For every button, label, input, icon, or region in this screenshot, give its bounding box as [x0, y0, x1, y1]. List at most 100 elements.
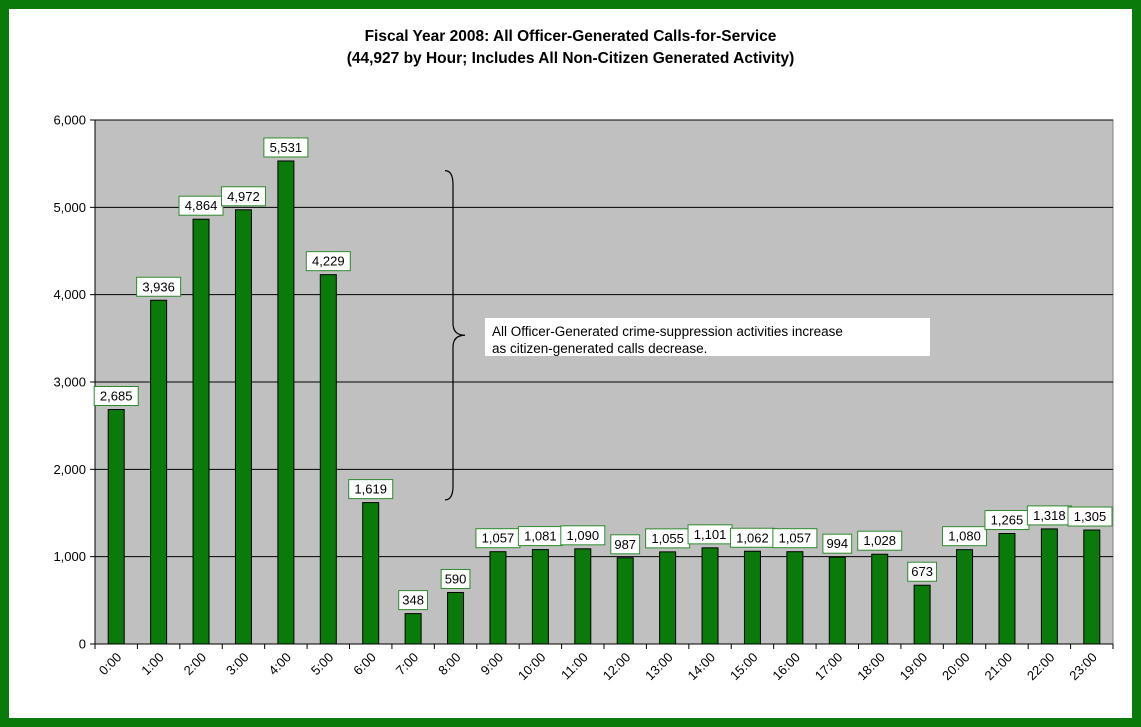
data-label-box — [942, 526, 988, 547]
bar — [743, 550, 761, 645]
bar — [998, 533, 1016, 645]
bar — [701, 547, 719, 645]
data-label: 1,055 — [651, 531, 684, 546]
data-label-box — [772, 528, 818, 549]
x-tick-label: 17:00 — [812, 650, 846, 684]
data-label-box — [440, 568, 471, 589]
x-tick-label: 0:00 — [96, 650, 125, 679]
chart-title-block: Fiscal Year 2008: All Officer-Generated … — [0, 26, 1141, 70]
x-tick-label: 9:00 — [478, 650, 507, 679]
x-tick-label: 2:00 — [181, 650, 210, 679]
x-tick-label: 20:00 — [939, 650, 973, 684]
data-label: 5,531 — [270, 140, 303, 155]
x-tick-label: 6:00 — [350, 650, 379, 679]
data-label: 4,229 — [312, 254, 345, 269]
data-label: 1,265 — [991, 513, 1024, 528]
data-label-box — [907, 561, 938, 582]
bar — [956, 549, 974, 645]
data-label-box — [398, 590, 429, 611]
bar — [447, 591, 465, 645]
x-tick-label: 1:00 — [138, 650, 167, 679]
y-tick-label: 3,000 — [53, 375, 86, 390]
data-label: 673 — [911, 564, 933, 579]
x-tick-label: 13:00 — [642, 650, 676, 684]
data-label: 994 — [826, 536, 848, 551]
bar — [1083, 529, 1101, 645]
x-tick-label: 12:00 — [600, 650, 634, 684]
bar — [362, 502, 380, 645]
data-label: 348 — [402, 593, 424, 608]
data-label-box — [136, 276, 182, 297]
x-tick-label: 18:00 — [854, 650, 888, 684]
bar — [150, 299, 168, 645]
x-tick-label: 23:00 — [1066, 650, 1100, 684]
data-label-box — [822, 533, 853, 554]
data-label: 4,972 — [227, 189, 260, 204]
bar — [277, 160, 295, 645]
annotation-text: as citizen-generated calls decrease. — [492, 341, 707, 356]
bar — [871, 553, 889, 645]
x-tick-label: 3:00 — [223, 650, 252, 679]
data-label: 1,057 — [482, 531, 515, 546]
bar — [489, 551, 507, 645]
annotation-box — [485, 318, 930, 356]
data-label-box — [93, 386, 139, 407]
x-tick-label: 11:00 — [558, 650, 591, 683]
annotation-text: All Officer-Generated crime-suppression … — [492, 324, 843, 339]
bar — [234, 209, 252, 645]
annotation-brace — [444, 170, 466, 501]
x-tick-label: 21:00 — [981, 650, 1015, 684]
x-tick-label: 4:00 — [265, 650, 294, 679]
chart-title: Fiscal Year 2008: All Officer-Generated … — [364, 28, 777, 45]
data-label-box — [610, 534, 641, 555]
x-tick-label: 7:00 — [393, 650, 422, 679]
x-tick-label: 19:00 — [897, 650, 931, 684]
x-tick-label: 14:00 — [685, 650, 719, 684]
bar — [107, 409, 125, 645]
x-tick-label: 8:00 — [435, 650, 464, 679]
bar — [404, 613, 422, 645]
x-tick-label: 16:00 — [769, 650, 803, 684]
data-label-box — [263, 137, 309, 158]
chart-subtitle: (44,927 by Hour; Includes All Non-Citize… — [346, 50, 795, 67]
data-label-box — [1067, 506, 1113, 527]
bar — [1040, 528, 1058, 645]
data-label: 1,101 — [694, 527, 727, 542]
data-label: 1,080 — [948, 529, 981, 544]
data-label: 2,685 — [100, 389, 133, 404]
data-label: 1,318 — [1033, 508, 1066, 523]
x-tick-label: 22:00 — [1024, 650, 1058, 684]
data-label: 590 — [445, 571, 467, 586]
x-tick-label: 15:00 — [727, 650, 761, 684]
x-tick-label: 10:00 — [515, 650, 549, 684]
bar — [319, 274, 337, 645]
data-label: 3,936 — [142, 279, 175, 294]
data-label: 1,057 — [779, 531, 812, 546]
data-label: 1,081 — [524, 529, 557, 544]
bar — [786, 551, 804, 645]
data-label: 1,062 — [736, 530, 769, 545]
data-label-box — [348, 479, 394, 500]
bar — [192, 218, 210, 645]
bar — [659, 551, 677, 645]
bar — [531, 549, 549, 645]
bar — [913, 584, 931, 645]
data-label: 1,028 — [863, 533, 896, 548]
data-label: 1,305 — [1074, 509, 1107, 524]
data-label: 1,619 — [354, 482, 387, 497]
y-tick-label: 5,000 — [53, 200, 86, 215]
y-tick-label: 2,000 — [53, 462, 86, 477]
data-label: 4,864 — [185, 198, 218, 213]
data-label-box — [857, 530, 903, 551]
y-tick-label: 1,000 — [53, 549, 86, 564]
data-label: 987 — [614, 537, 636, 552]
data-label: 1,090 — [567, 528, 600, 543]
y-tick-label: 4,000 — [53, 287, 86, 302]
data-label-box — [220, 186, 266, 207]
y-tick-label: 0 — [79, 637, 86, 652]
y-tick-label: 6,000 — [53, 113, 86, 128]
data-label-box — [305, 251, 351, 272]
bar — [828, 556, 846, 645]
x-tick-label: 5:00 — [308, 650, 337, 679]
